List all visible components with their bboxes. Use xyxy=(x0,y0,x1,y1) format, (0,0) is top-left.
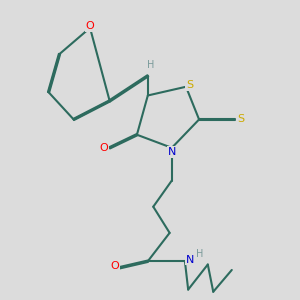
Text: O: O xyxy=(110,261,119,271)
Text: N: N xyxy=(186,255,194,265)
Text: S: S xyxy=(237,115,244,124)
Text: H: H xyxy=(196,249,203,259)
Text: S: S xyxy=(186,80,194,90)
Text: O: O xyxy=(99,143,108,153)
Text: H: H xyxy=(147,60,155,70)
Text: O: O xyxy=(85,21,94,31)
Text: N: N xyxy=(168,147,176,157)
